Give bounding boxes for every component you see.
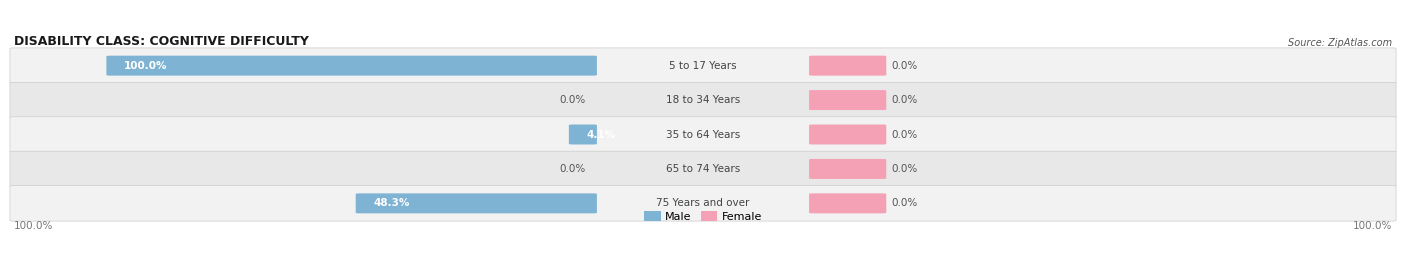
FancyBboxPatch shape — [569, 125, 598, 144]
Text: 18 to 34 Years: 18 to 34 Years — [666, 95, 740, 105]
FancyBboxPatch shape — [808, 125, 886, 144]
FancyBboxPatch shape — [808, 193, 886, 213]
Text: 5 to 17 Years: 5 to 17 Years — [669, 61, 737, 71]
FancyBboxPatch shape — [10, 151, 1396, 187]
Text: 4.1%: 4.1% — [586, 129, 616, 140]
Text: 0.0%: 0.0% — [891, 198, 918, 208]
Text: 100.0%: 100.0% — [1353, 221, 1392, 231]
FancyBboxPatch shape — [10, 48, 1396, 83]
Text: 0.0%: 0.0% — [891, 95, 918, 105]
FancyBboxPatch shape — [107, 56, 598, 76]
Text: 75 Years and over: 75 Years and over — [657, 198, 749, 208]
Text: 65 to 74 Years: 65 to 74 Years — [666, 164, 740, 174]
FancyBboxPatch shape — [10, 82, 1396, 118]
FancyBboxPatch shape — [808, 159, 886, 179]
Text: 0.0%: 0.0% — [560, 95, 586, 105]
Text: 0.0%: 0.0% — [560, 164, 586, 174]
FancyBboxPatch shape — [808, 90, 886, 110]
Text: 0.0%: 0.0% — [891, 129, 918, 140]
Text: Source: ZipAtlas.com: Source: ZipAtlas.com — [1288, 38, 1392, 48]
Text: 35 to 64 Years: 35 to 64 Years — [666, 129, 740, 140]
Text: DISABILITY CLASS: COGNITIVE DIFFICULTY: DISABILITY CLASS: COGNITIVE DIFFICULTY — [14, 36, 309, 48]
FancyBboxPatch shape — [356, 193, 598, 213]
Text: 0.0%: 0.0% — [891, 164, 918, 174]
FancyBboxPatch shape — [10, 186, 1396, 221]
FancyBboxPatch shape — [808, 56, 886, 76]
Text: 48.3%: 48.3% — [374, 198, 411, 208]
FancyBboxPatch shape — [10, 117, 1396, 152]
Legend: Male, Female: Male, Female — [644, 211, 762, 222]
Text: 0.0%: 0.0% — [891, 61, 918, 71]
Text: 100.0%: 100.0% — [124, 61, 167, 71]
Text: 100.0%: 100.0% — [14, 221, 53, 231]
